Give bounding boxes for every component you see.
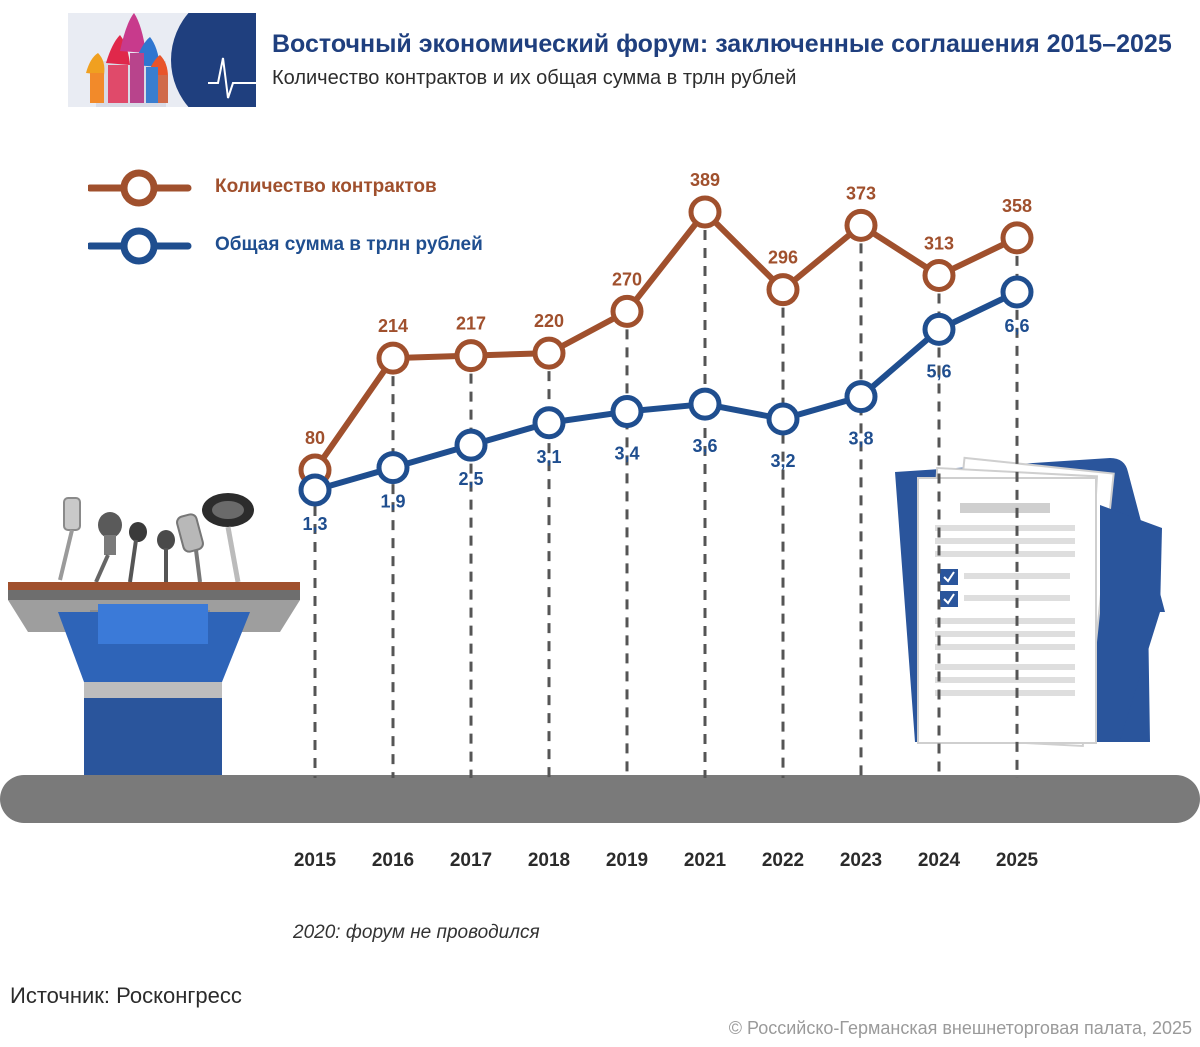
point-sum-2016 (376, 451, 410, 485)
label-sum-2017: 2,5 (458, 469, 483, 489)
x-tick-label-2021: 2021 (684, 850, 727, 871)
series-markers (298, 195, 1034, 507)
point-contracts-2022 (766, 273, 800, 307)
x-tick-label-2025: 2025 (996, 850, 1039, 871)
x-axis-labels: 2015 2016 2017 2018 2019 2021 2022 2023 2024 2025 (294, 850, 1039, 871)
x-tick-label-2024: 2024 (918, 850, 961, 871)
point-contracts-2017 (454, 339, 488, 373)
label-sum-2022: 3,2 (770, 451, 795, 471)
point-contracts-2019 (610, 294, 644, 328)
legend-contracts-marker (120, 169, 158, 207)
label-sum-2023: 3,8 (848, 429, 873, 449)
x-tick-label-2023: 2023 (840, 850, 882, 871)
label-contracts-2015: 80 (305, 428, 325, 448)
label-contracts-2018: 220 (534, 311, 564, 331)
point-contracts-2021 (688, 195, 722, 229)
x-tick-label-2022: 2022 (762, 850, 804, 871)
label-contracts-2022: 296 (768, 248, 798, 268)
page-title: Восточный экономический форум: заключенн… (272, 30, 1172, 58)
label-sum-2018: 3,1 (536, 447, 561, 467)
legend-sum-marker (120, 227, 158, 265)
point-sum-2018 (532, 406, 566, 440)
chart-note: 2020: форум не проводился (293, 922, 540, 943)
point-sum-2017 (454, 428, 488, 462)
point-sum-2023 (844, 380, 878, 414)
label-sum-2021: 3,6 (692, 436, 717, 456)
label-contracts-2019: 270 (612, 269, 642, 289)
point-sum-2015 (298, 473, 332, 507)
series-line-sum (314, 289, 1019, 493)
page-subtitle: Количество контрактов и их общая сумма в… (272, 67, 797, 89)
point-contracts-2025 (1000, 221, 1034, 255)
label-contracts-2017: 217 (456, 314, 486, 334)
legend-markers (88, 169, 192, 265)
label-contracts-2025: 358 (1002, 196, 1032, 216)
x-tick-label-2015: 2015 (294, 850, 337, 871)
x-tick-label-2017: 2017 (450, 850, 492, 871)
point-contracts-2023 (844, 208, 878, 242)
forum-logo (68, 13, 256, 107)
series-lines (312, 209, 1019, 493)
label-sum-2025: 6,6 (1004, 316, 1029, 336)
label-sum-2019: 3,4 (614, 444, 639, 464)
point-sum-2021 (688, 387, 722, 421)
source-text: Источник: Росконгресс (10, 983, 242, 1008)
point-sum-2022 (766, 402, 800, 436)
data-labels: 80 214 217 220 270 389 296 373 313 358 1,3 1,9 2,5 3,… (302, 170, 1032, 534)
point-sum-2024 (922, 312, 956, 346)
label-sum-2016: 1,9 (380, 492, 405, 512)
x-tick-label-2019: 2019 (606, 850, 648, 871)
point-contracts-2016 (376, 341, 410, 375)
label-contracts-2023: 373 (846, 183, 876, 203)
legend-contracts-label: Количество контрактов (215, 176, 437, 197)
legend: Количество контрактов Общая сумма в трлн… (88, 168, 508, 268)
point-contracts-2024 (922, 258, 956, 292)
ground-bar (0, 775, 1200, 823)
series-line-contracts (312, 209, 1019, 472)
dashed-guides (313, 212, 1019, 778)
point-sum-2019 (610, 395, 644, 429)
documents-illustration (895, 456, 1165, 748)
x-tick-label-2016: 2016 (372, 850, 414, 871)
label-sum-2015: 1,3 (302, 514, 327, 534)
label-sum-2024: 5,6 (926, 361, 951, 381)
label-contracts-2024: 313 (924, 233, 954, 253)
copyright-text: © Российско-Германская внешнеторговая па… (728, 1018, 1192, 1038)
point-sum-2025 (1000, 275, 1034, 309)
legend-sum-label: Общая сумма в трлн рублей (215, 234, 483, 255)
label-contracts-2021: 389 (690, 170, 720, 190)
podium-illustration (8, 493, 300, 778)
label-contracts-2016: 214 (378, 316, 408, 336)
x-tick-label-2018: 2018 (528, 850, 570, 871)
point-contracts-2018 (532, 336, 566, 370)
line-chart: 80 214 217 220 270 389 296 373 313 358 1,3 1,9 2,5 3,… (0, 170, 1200, 871)
